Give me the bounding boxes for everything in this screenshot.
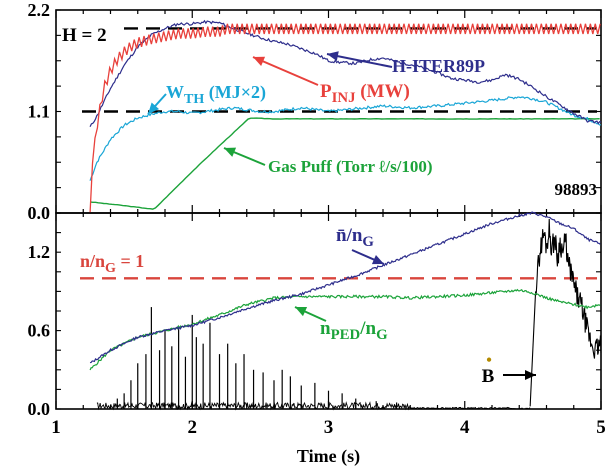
- y-tick-label: 1.2: [28, 242, 51, 262]
- x-tick-label: 3: [324, 417, 334, 438]
- series-wth: [89, 96, 602, 181]
- series-pinj: [89, 23, 601, 214]
- wth-label: WTH (MJ×2): [166, 82, 266, 107]
- wth-arrow-head: [148, 102, 160, 114]
- reference-line-label: H = 2: [62, 25, 107, 46]
- x-tick-label: 5: [596, 417, 606, 438]
- y-tick-label: 0.0: [28, 399, 51, 419]
- x-tick-label: 2: [188, 417, 198, 438]
- bdot-label: B: [482, 366, 495, 387]
- nbar-arrow-head: [371, 255, 384, 265]
- series-nbar: [89, 211, 601, 364]
- pinj-arrow: [252, 56, 319, 86]
- gas-puff-arrow-head: [224, 147, 237, 157]
- bottom-panel: 1 2 3 4 5 0.0 0.6 1.2 Time (s) n/nG = 1 n̄/nG nPED/…: [28, 211, 606, 467]
- y-tick-label: 1.1: [28, 102, 51, 122]
- y-tick-label: 2.2: [28, 0, 51, 20]
- h-iter89p-arrow-head: [327, 51, 339, 62]
- series-dalpha-burst: [529, 218, 602, 407]
- x-tick-label: 1: [51, 417, 61, 438]
- h-iter89p-label: H-ITER89P: [392, 56, 485, 76]
- nped-label: nPED/nG: [320, 318, 388, 343]
- nped-arrow-head: [295, 306, 308, 317]
- bdot-accent: •: [486, 352, 492, 369]
- top-panel: 0.0 1.1 2.2 H = 2 H-ITER89P PINJ (MW) WTH (MJ×…: [28, 0, 602, 223]
- bdot-arrow-head: [525, 370, 536, 380]
- y-tick-label: 0.0: [28, 203, 51, 223]
- shot-number: 98893: [555, 180, 598, 199]
- nbar-label: n̄/nG: [336, 225, 374, 250]
- pinj-arrow-head: [253, 56, 266, 66]
- gas-puff-label: Gas Puff (Torr ℓ/s/100): [268, 157, 433, 176]
- x-tick-label: 4: [460, 417, 470, 438]
- series-h-iter89p: [89, 19, 602, 128]
- y-tick-label: 0.6: [28, 321, 51, 341]
- h-iter89p-arrow: [326, 53, 393, 68]
- x-axis-label: Time (s): [297, 446, 360, 467]
- greenwald-limit-label: n/nG = 1: [80, 251, 144, 276]
- pinj-label: PINJ (MW): [320, 81, 410, 106]
- series-dalpha-baseline: [96, 401, 531, 411]
- series-gas-puff: [89, 117, 600, 210]
